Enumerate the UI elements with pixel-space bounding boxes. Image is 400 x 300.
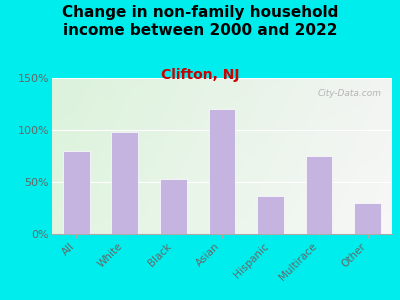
Text: City-Data.com: City-Data.com (318, 89, 382, 98)
Bar (306, 156, 332, 234)
Bar (63, 151, 90, 234)
Bar (160, 179, 187, 234)
Text: Change in non-family household
income between 2000 and 2022: Change in non-family household income be… (62, 4, 338, 38)
Bar (257, 196, 284, 234)
Bar (209, 109, 235, 234)
Bar (112, 132, 138, 234)
Bar (354, 203, 381, 234)
Text: Clifton, NJ: Clifton, NJ (161, 68, 239, 82)
